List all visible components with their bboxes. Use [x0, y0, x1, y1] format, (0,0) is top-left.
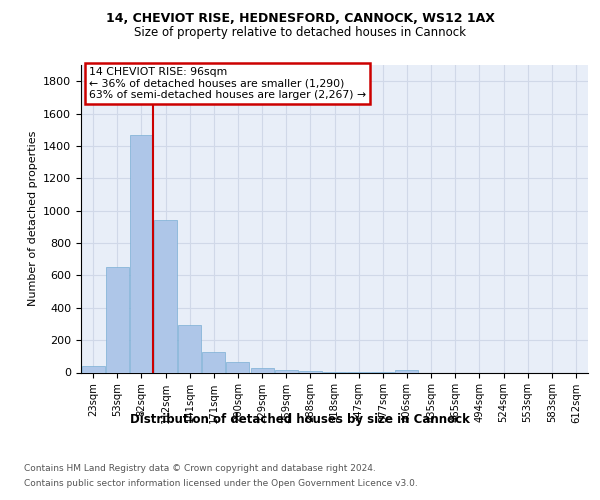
Text: 14 CHEVIOT RISE: 96sqm
← 36% of detached houses are smaller (1,290)
63% of semi-: 14 CHEVIOT RISE: 96sqm ← 36% of detached… [89, 66, 366, 100]
Bar [130, 134, 153, 372]
Bar [154, 220, 177, 372]
Bar [226, 362, 250, 372]
Bar [82, 366, 104, 372]
Text: Distribution of detached houses by size in Cannock: Distribution of detached houses by size … [130, 412, 470, 426]
Bar [106, 268, 128, 372]
Text: Contains HM Land Registry data © Crown copyright and database right 2024.: Contains HM Land Registry data © Crown c… [24, 464, 376, 473]
Text: 14, CHEVIOT RISE, HEDNESFORD, CANNOCK, WS12 1AX: 14, CHEVIOT RISE, HEDNESFORD, CANNOCK, W… [106, 12, 494, 26]
Y-axis label: Number of detached properties: Number of detached properties [28, 131, 38, 306]
Bar [275, 370, 298, 372]
Text: Contains public sector information licensed under the Open Government Licence v3: Contains public sector information licen… [24, 479, 418, 488]
Bar [251, 368, 274, 372]
Bar [178, 325, 201, 372]
Bar [202, 352, 225, 372]
Bar [299, 371, 322, 372]
Bar [395, 370, 418, 372]
Text: Size of property relative to detached houses in Cannock: Size of property relative to detached ho… [134, 26, 466, 39]
